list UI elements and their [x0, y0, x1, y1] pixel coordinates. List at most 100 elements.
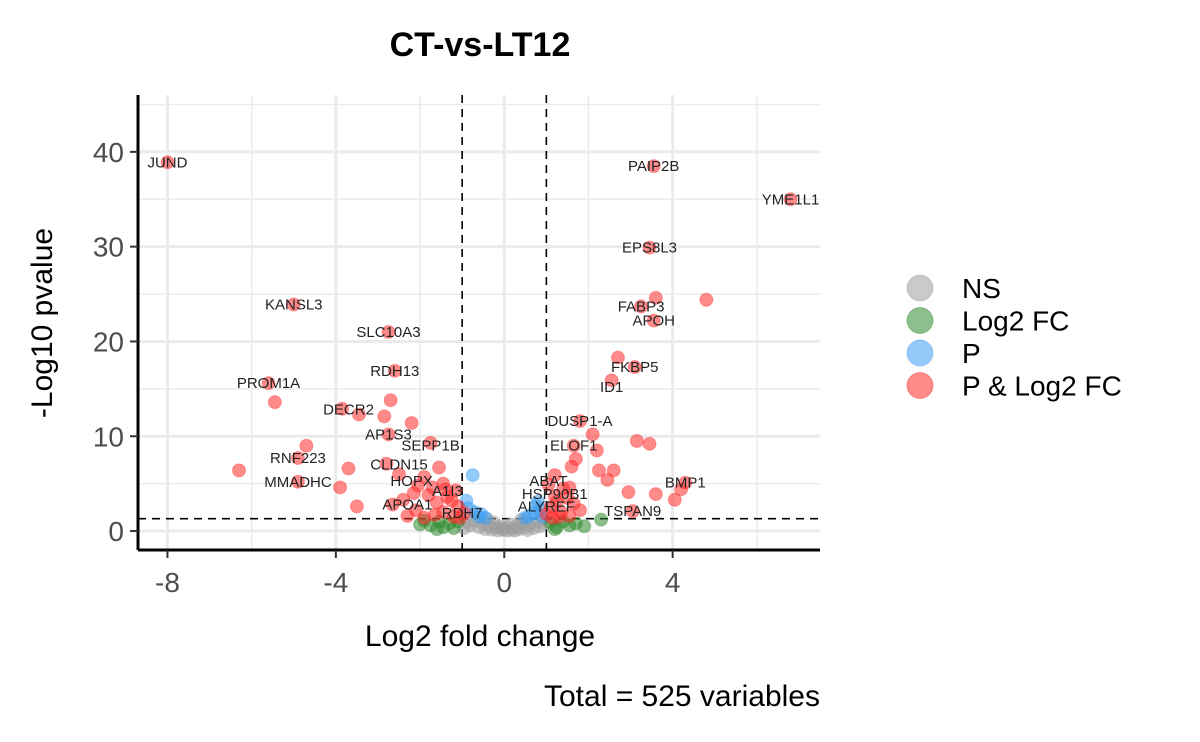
gene-label: HSP90B1 — [522, 486, 588, 503]
y-tick-label: 30 — [93, 232, 124, 263]
gene-label: FABP3 — [618, 298, 665, 315]
data-point — [381, 427, 396, 442]
gene-label: RNF223 — [270, 450, 326, 467]
y-tick-label: 10 — [93, 421, 124, 452]
data-points — [160, 155, 798, 538]
data-point — [606, 463, 621, 478]
legend-label: P — [962, 338, 981, 369]
data-point — [621, 485, 636, 500]
data-point — [429, 522, 444, 537]
data-point — [674, 482, 689, 497]
data-point — [432, 460, 447, 475]
data-point — [646, 313, 661, 328]
data-point — [547, 468, 562, 483]
data-point — [600, 472, 615, 487]
data-point — [267, 395, 282, 410]
data-point — [604, 373, 619, 388]
legend-swatch — [906, 339, 934, 367]
data-point — [591, 463, 606, 478]
data-point — [335, 401, 350, 416]
caption: Total = 525 variables — [544, 680, 820, 713]
gene-label: APOH — [632, 313, 675, 330]
data-point — [392, 467, 407, 482]
x-tick-label: 4 — [665, 567, 681, 598]
data-point — [453, 510, 468, 525]
data-point — [333, 480, 348, 495]
legend-label: P & Log2 FC — [962, 371, 1122, 402]
data-point — [299, 438, 314, 453]
data-point — [232, 463, 247, 478]
data-point — [573, 414, 588, 429]
gene-label: EPS8L3 — [622, 240, 677, 257]
legend-swatch — [906, 372, 934, 399]
data-point — [379, 456, 394, 471]
gene-label: ABAT — [529, 473, 567, 490]
data-point — [400, 508, 415, 523]
data-point — [545, 510, 560, 525]
gene-label: DUSP1-A — [548, 413, 613, 430]
legend-swatch — [906, 274, 934, 302]
gene-label: PROM1A — [237, 375, 300, 392]
axes — [136, 95, 820, 552]
data-point — [625, 504, 640, 519]
y-axis-title: -Log10 pvalue — [26, 228, 59, 418]
data-point — [381, 324, 396, 339]
data-point — [594, 512, 609, 527]
data-point — [642, 240, 657, 255]
data-point — [634, 299, 649, 314]
data-point — [648, 487, 663, 502]
data-point — [585, 427, 600, 442]
gene-label: FKBP5 — [611, 359, 659, 376]
x-tick-label: -4 — [323, 567, 348, 598]
gene-label: ID1 — [600, 379, 623, 396]
data-point — [341, 461, 356, 476]
data-point — [564, 459, 579, 474]
legend-label: NS — [962, 273, 1001, 304]
data-point — [377, 409, 392, 424]
gene-label: A1I3 — [432, 483, 463, 500]
gene-label: ALYREF — [518, 498, 575, 515]
data-point — [290, 474, 305, 489]
data-point — [589, 443, 604, 458]
data-point — [667, 492, 682, 507]
gene-label: JUND — [147, 154, 187, 171]
data-point — [423, 435, 438, 450]
data-point — [646, 159, 661, 174]
data-point — [648, 290, 663, 305]
gene-label: CLDN15 — [370, 457, 428, 474]
data-point — [387, 363, 402, 378]
legend-label: Log2 FC — [962, 306, 1069, 337]
data-point — [406, 486, 421, 501]
data-point — [699, 292, 714, 307]
gene-label: TSPAN9 — [604, 503, 661, 520]
data-point — [349, 499, 364, 514]
cutoff-lines — [138, 95, 820, 550]
gene-label: HOPX — [390, 473, 433, 490]
gene-label: SLC10A3 — [356, 324, 420, 341]
data-point — [566, 438, 581, 453]
data-point — [629, 433, 644, 448]
grid — [138, 95, 820, 550]
x-tick-label: -8 — [155, 567, 180, 598]
y-tick-label: 0 — [108, 516, 124, 547]
gene-label: RDH7 — [442, 505, 483, 522]
data-point — [385, 497, 400, 512]
data-point — [573, 503, 588, 518]
gene-label: PAIP2B — [628, 158, 679, 175]
chart-title: CT-vs-LT12 — [390, 26, 571, 64]
data-point — [160, 155, 175, 170]
gene-label: AP1S3 — [365, 426, 412, 443]
data-point — [610, 350, 625, 365]
gene-label: ELOF1 — [550, 438, 598, 455]
gene-label: RDH13 — [370, 363, 419, 380]
data-point — [290, 451, 305, 466]
data-point — [627, 360, 642, 375]
x-tick-label: 0 — [496, 567, 512, 598]
x-axis-title: Log2 fold change — [365, 620, 595, 653]
data-point — [642, 436, 657, 451]
y-tick-label: 40 — [93, 137, 124, 168]
data-point — [417, 510, 432, 525]
data-point — [404, 415, 419, 430]
